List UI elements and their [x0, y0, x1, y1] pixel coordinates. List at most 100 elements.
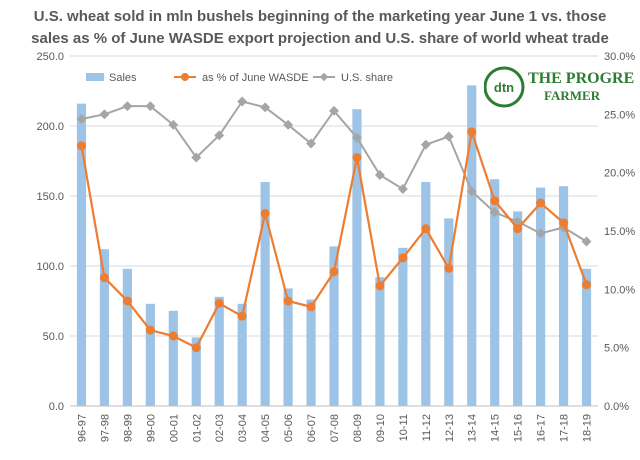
legend-label-share: U.S. share: [341, 72, 393, 84]
lines: [76, 96, 592, 353]
sales-bar: [329, 246, 339, 406]
x-tick-label: 99-00: [145, 414, 157, 442]
sales-bar: [513, 211, 523, 406]
y-right-tick-label: 0.0%: [604, 401, 629, 413]
chart-title-line-2: sales as % of June WASDE export projecti…: [31, 30, 609, 47]
sales-bar: [375, 277, 385, 406]
wasde-pct-point: [168, 331, 178, 341]
wasde-pct-point: [582, 280, 592, 290]
wasde-pct-point: [237, 311, 247, 321]
x-tick-label: 04-05: [260, 414, 272, 442]
sales-bar: [581, 268, 592, 406]
x-tick-label: 09-10: [375, 414, 387, 442]
sales-bar: [306, 299, 316, 406]
y-left-tick-label: 100.0: [36, 261, 64, 273]
wasde-pct-point: [559, 218, 569, 228]
sales-bars: [76, 85, 592, 407]
x-tick-label: 11-12: [421, 414, 433, 441]
sales-bar: [76, 103, 87, 406]
x-tick-label: 05-06: [283, 414, 295, 442]
sales-bar: [283, 288, 293, 406]
chart-title-line-1: U.S. wheat sold in mln bushels beginning…: [33, 8, 607, 25]
us-share-point: [535, 228, 546, 239]
us-share-point: [489, 207, 500, 218]
y-right-tick-label: 20.0%: [604, 168, 635, 180]
us-share-point: [168, 119, 179, 130]
legend-label-sales: Sales: [109, 72, 137, 84]
sales-bar: [237, 303, 247, 406]
wasde-pct-point: [99, 273, 109, 283]
sales-bar: [444, 218, 454, 406]
us-share-point: [581, 236, 592, 247]
logo-brand-bottom: FARMER: [544, 88, 601, 103]
sales-bar: [260, 182, 270, 406]
y-right-tick-label: 15.0%: [604, 226, 635, 238]
sales-bar: [145, 303, 155, 406]
sales-bar: [398, 247, 408, 406]
legend: Sales as % of June WASDE U.S. share: [86, 72, 393, 84]
y-left-tick-label: 200.0: [36, 121, 64, 133]
us-share-point: [466, 186, 477, 197]
sales-bar: [122, 268, 132, 406]
sales-bar: [214, 296, 224, 406]
x-tick-label: 97-98: [99, 414, 111, 442]
wasde-pct-point: [421, 224, 431, 234]
sales-bar: [168, 310, 178, 406]
us-share-point: [397, 184, 408, 194]
legend-marker-share: [319, 72, 329, 82]
wasde-pct-point: [444, 263, 454, 273]
us-share-point: [352, 132, 362, 143]
us-share-point: [145, 101, 156, 112]
axes: 0.0 50.0 100.0 150.0 200.0 250.0 0.0% 5.0% 10.0%…: [36, 51, 635, 442]
legend-swatch-sales: [86, 73, 104, 81]
us-share-point: [443, 131, 454, 142]
wasde-pct-point: [76, 141, 86, 151]
x-tick-label: 08-09: [352, 414, 364, 442]
logo-ring-icon: [484, 66, 525, 108]
sales-bar: [99, 249, 110, 406]
us-share-point: [99, 109, 110, 120]
sales-bar: [558, 186, 569, 406]
x-tick-label: 14-15: [490, 414, 502, 442]
us-share-point: [237, 96, 248, 107]
wasde-pct-point: [352, 153, 362, 162]
y-right-tick-label: 5.0%: [604, 343, 629, 355]
us-share-point: [374, 170, 385, 180]
us-share-point: [306, 138, 316, 149]
x-tick-label: 02-03: [214, 414, 226, 442]
x-tick-label: 16-17: [536, 414, 548, 442]
wasde-pct-point: [375, 281, 385, 291]
wasde-pct-point: [306, 302, 316, 312]
sales-bar: [467, 85, 477, 407]
x-tick-label: 10-11: [398, 414, 410, 441]
y-left-tick-label: 150.0: [36, 191, 64, 203]
x-tick-label: 00-01: [168, 414, 180, 442]
us-share-point: [76, 114, 87, 124]
wasde-pct-point: [513, 224, 523, 234]
wasde-pct-point: [283, 296, 293, 306]
logo-dtn-text: dtn: [494, 80, 514, 95]
wasde-pct-point: [467, 127, 477, 137]
wasde-pct-point: [260, 209, 270, 218]
us-share-point: [191, 152, 202, 163]
chart-title: U.S. wheat sold in mln bushels beginning…: [20, 6, 620, 50]
x-tick-label: 13-14: [467, 414, 479, 442]
logo-brand-top: THE PROGRESSIVE: [528, 70, 634, 87]
x-tick-label: 96-97: [76, 414, 88, 442]
legend-marker-wasde: [181, 73, 189, 81]
x-tick-label: 12-13: [444, 414, 456, 442]
wasde-pct-point: [122, 296, 132, 306]
us-share-point: [214, 130, 225, 141]
wasde-pct-point: [490, 196, 500, 206]
x-tick-label: 98-99: [122, 414, 134, 442]
wasde-pct-point: [329, 267, 339, 277]
sales-bar: [352, 109, 362, 406]
x-tick-label: 06-07: [306, 414, 318, 442]
wasde-pct-point: [214, 298, 224, 308]
y-left-tick-label: 250.0: [36, 51, 64, 63]
x-tick-label: 07-08: [329, 414, 341, 442]
x-tick-label: 15-16: [513, 414, 525, 442]
x-tick-label: 18-19: [582, 414, 594, 442]
progressive-farmer-logo: dtn THE PROGRESSIVE FARMER: [484, 66, 634, 108]
